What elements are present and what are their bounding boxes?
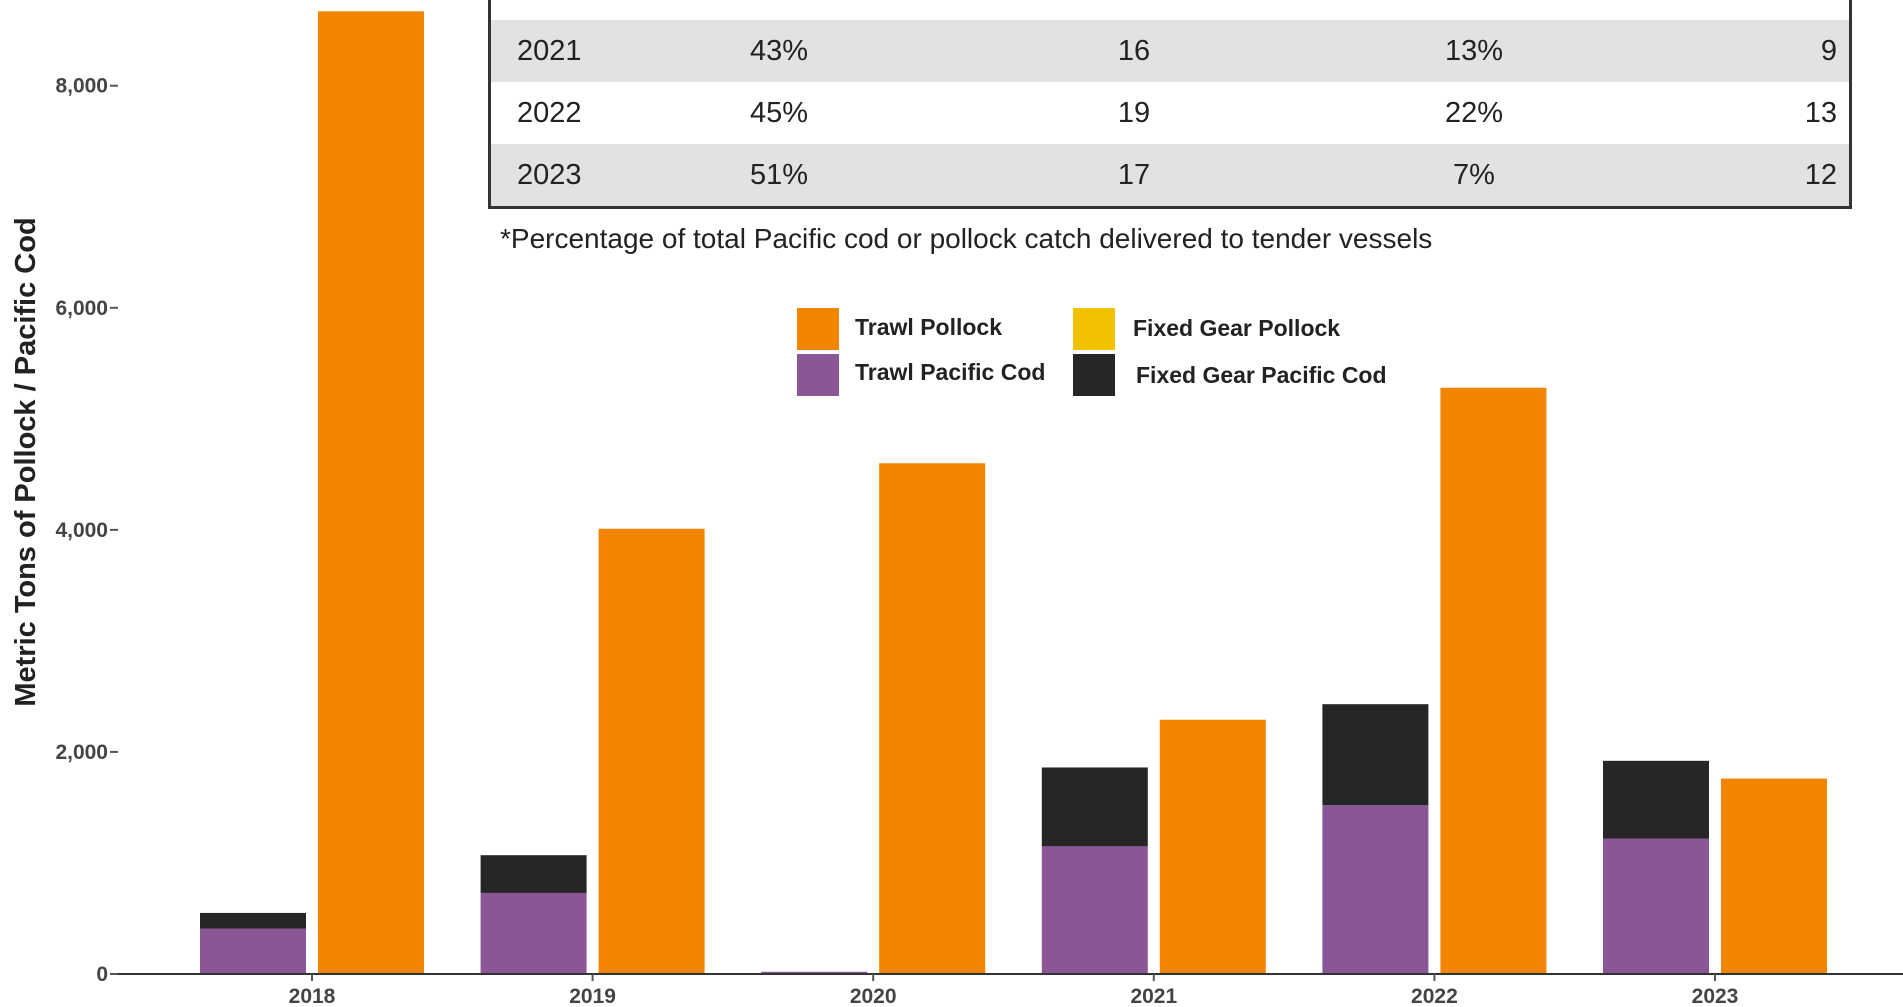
bar-fixed-gear-pacific-cod-2022 — [1322, 704, 1429, 806]
table-cell: 2023 — [517, 158, 582, 191]
legend-swatch — [1073, 308, 1115, 350]
table-row: 2023 51% 17 7% 12 — [491, 144, 1849, 206]
bar-trawl-pacific-cod-2021 — [1041, 846, 1148, 974]
bar-trawl-pollock-2020 — [879, 463, 986, 974]
table-cell: 17 — [1117, 158, 1151, 191]
table-row — [491, 0, 1849, 20]
bar-trawl-pacific-cod-2019 — [480, 892, 587, 974]
table-cell: 22% — [1444, 96, 1504, 129]
bar-trawl-pacific-cod-2023 — [1603, 838, 1709, 974]
bar-trawl-pollock-2021 — [1159, 719, 1266, 974]
bar-trawl-pollock-2018 — [318, 11, 424, 974]
y-tick-label: 6,000 — [55, 297, 108, 320]
x-tick-label: 2018 — [289, 985, 336, 1007]
table-cell: 9 — [1820, 34, 1837, 67]
table-cell: 12 — [1804, 158, 1837, 191]
legend: Trawl Pollock Trawl Pacific Cod Fixed Gear… — [797, 308, 1387, 396]
y-tick-label: 8,000 — [55, 75, 108, 98]
y-axis-label: Metric Tons of Pollock / Pacific Cod — [10, 217, 42, 706]
table-cell: 7% — [1453, 158, 1495, 191]
y-tick-label: 0 — [96, 963, 108, 986]
x-tick-label: 2023 — [1692, 985, 1739, 1007]
table-cell: 16 — [1117, 34, 1151, 67]
legend-label: Fixed Gear Pacific Cod — [1136, 362, 1387, 388]
bar-trawl-pollock-2023 — [1721, 778, 1827, 974]
table-row: 2022 45% 19 22% 13 — [491, 82, 1849, 144]
bar-trawl-pacific-cod-2018 — [200, 928, 306, 974]
x-tick-label: 2019 — [569, 985, 616, 1007]
table-cell: 13% — [1444, 34, 1504, 67]
legend-label: Trawl Pollock — [855, 314, 1002, 340]
legend-label: Trawl Pacific Cod — [855, 359, 1045, 385]
bar-trawl-pollock-2019 — [598, 528, 705, 974]
legend-label: Fixed Gear Pollock — [1133, 315, 1340, 341]
bar-fixed-gear-pacific-cod-2021 — [1041, 767, 1148, 847]
legend-swatch — [797, 308, 839, 350]
bar-trawl-pacific-cod-2022 — [1322, 805, 1429, 974]
x-tick-label: 2022 — [1411, 985, 1458, 1007]
table-cell: 2022 — [517, 96, 582, 129]
y-tick-label: 2,000 — [55, 741, 108, 764]
legend-swatch — [797, 354, 839, 396]
legend-swatch — [1073, 354, 1115, 396]
y-axis-ticks: 0 2,000 4,000 6,000 8,000 — [55, 75, 118, 986]
bar-trawl-pacific-cod-2020 — [761, 971, 868, 974]
table-cell: 51% — [749, 158, 809, 191]
x-tick-label: 2020 — [850, 985, 897, 1007]
bar-fixed-gear-pacific-cod-2023 — [1603, 760, 1709, 839]
table-cell: 2021 — [517, 34, 582, 67]
table-cell: 19 — [1117, 96, 1151, 129]
bar-trawl-pollock-2022 — [1440, 387, 1547, 975]
table-row: 2021 43% 16 13% 9 — [491, 20, 1849, 82]
y-tick-label: 4,000 — [55, 519, 108, 542]
table-cell: 13 — [1804, 96, 1837, 129]
x-axis-ticks: 2018 2019 2020 2021 2022 2023 — [289, 974, 1739, 1007]
table-footnote: *Percentage of total Pacific cod or poll… — [500, 223, 1433, 254]
x-tick-label: 2021 — [1130, 985, 1177, 1007]
bar-fixed-gear-pacific-cod-2018 — [200, 912, 306, 929]
bars — [200, 11, 1827, 975]
bar-fixed-gear-pacific-cod-2019 — [480, 855, 587, 893]
table-cell: 45% — [749, 96, 809, 129]
table-cell: 43% — [749, 34, 809, 67]
tender-summary-table: 2021 43% 16 13% 9 2022 45% 19 22% 13 2023 51% 17 7% 12 — [488, 0, 1852, 209]
